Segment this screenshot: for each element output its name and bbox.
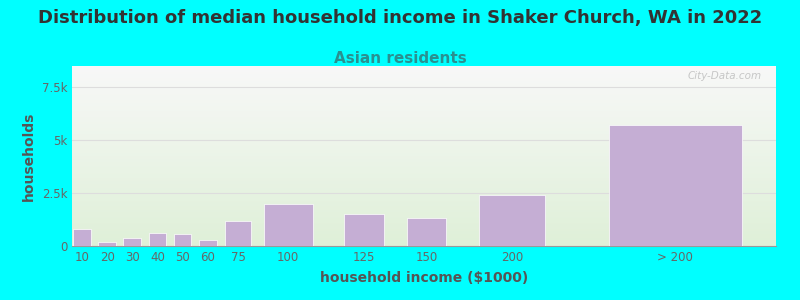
Bar [225,220,251,246]
Bar [123,238,141,246]
Bar [174,234,191,246]
Text: Asian residents: Asian residents [334,51,466,66]
X-axis label: household income ($1000): household income ($1000) [320,271,528,285]
Text: City-Data.com: City-Data.com [688,71,762,81]
Bar [199,240,217,246]
Text: Distribution of median household income in Shaker Church, WA in 2022: Distribution of median household income … [38,9,762,27]
Bar [609,125,742,246]
Y-axis label: households: households [22,111,36,201]
Bar [98,242,116,246]
Bar [74,229,91,246]
Bar [149,233,166,246]
Bar [406,218,446,246]
Bar [264,204,313,246]
Bar [344,214,383,246]
Bar [479,195,545,246]
